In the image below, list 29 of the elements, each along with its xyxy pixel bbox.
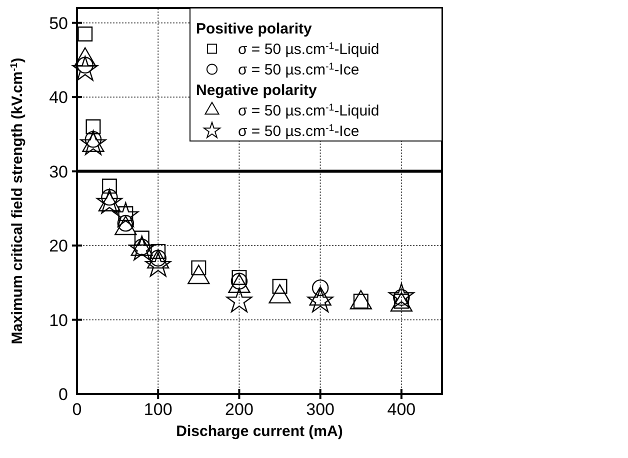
point bbox=[388, 283, 414, 308]
y-tick-label: 40 bbox=[49, 88, 68, 108]
x-tick-label: 200 bbox=[225, 400, 254, 419]
y-tick-label: 0 bbox=[58, 385, 68, 404]
y-tick-label: 30 bbox=[49, 162, 68, 182]
y-tick-label: 10 bbox=[49, 310, 68, 330]
legend-label: σ = 50 µs.cm$^{-1}$-Ice bbox=[238, 122, 360, 140]
point bbox=[226, 288, 252, 312]
legend-label: σ = 50 µs.cm$^{-1}$-Liquid bbox=[238, 40, 380, 58]
point bbox=[78, 26, 93, 42]
x-tick-label: 300 bbox=[306, 400, 335, 419]
y-tick-label: 50 bbox=[49, 14, 68, 33]
legend-label: σ = 50 µs.cm$^{-1}$-Liquid bbox=[238, 102, 380, 120]
x-axis-title: Discharge current (mA) bbox=[176, 423, 343, 440]
annotation: Negative polarity bbox=[196, 82, 318, 99]
x-tick-label: 400 bbox=[387, 400, 416, 419]
x-tick-label: 100 bbox=[144, 400, 172, 419]
x-tick-label: 0 bbox=[72, 400, 82, 419]
legend-label: σ = 50 µs.cm$^{-1}$-Ice bbox=[238, 60, 360, 78]
point bbox=[112, 202, 139, 227]
point bbox=[102, 178, 117, 194]
point bbox=[128, 236, 155, 260]
point bbox=[134, 230, 150, 246]
point bbox=[86, 119, 101, 134]
point bbox=[72, 56, 98, 81]
point bbox=[145, 252, 172, 277]
annotation: Positive polarity bbox=[196, 20, 313, 38]
point bbox=[307, 288, 334, 312]
y-tick-label: 20 bbox=[49, 236, 68, 256]
